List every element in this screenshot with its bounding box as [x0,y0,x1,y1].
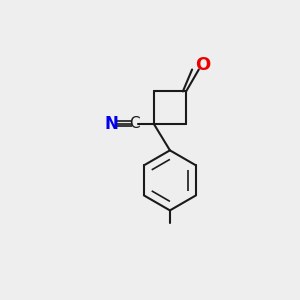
Text: C: C [129,116,140,131]
Text: N: N [104,115,118,133]
Text: O: O [195,56,210,74]
